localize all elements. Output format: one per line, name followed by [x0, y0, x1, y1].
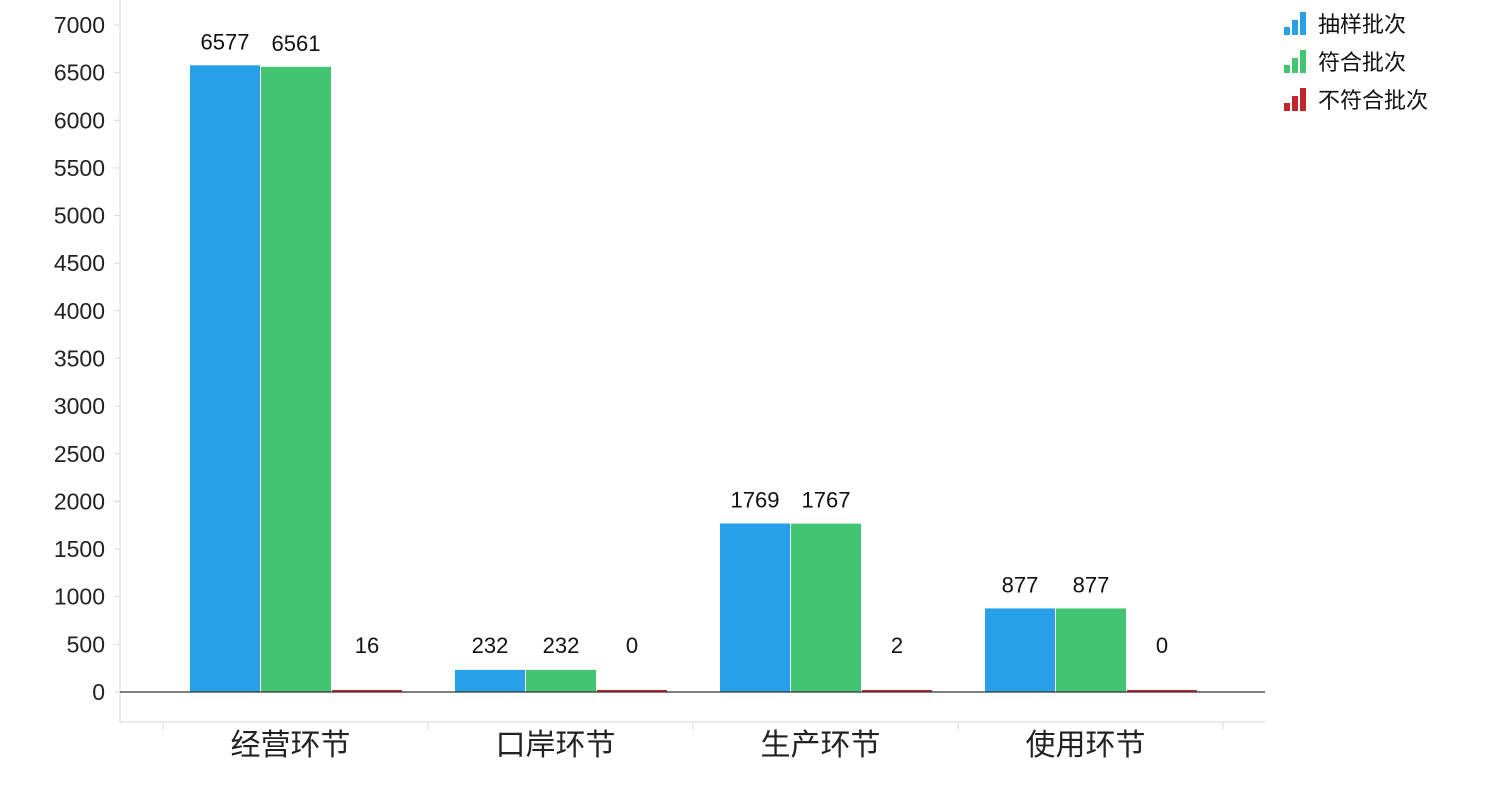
data-label: 0	[626, 633, 638, 658]
legend-label: 抽样批次	[1318, 13, 1407, 38]
data-label: 1767	[802, 488, 851, 513]
legend-label: 不符合批次	[1318, 89, 1429, 114]
bar	[862, 690, 932, 692]
bar-chart-icon	[1284, 49, 1312, 73]
bar-chart-icon	[1284, 87, 1312, 111]
y-tick-label: 2500	[54, 441, 105, 467]
data-label: 6577	[201, 29, 250, 54]
legend-item-sampled[interactable]: 抽样批次	[1284, 4, 1428, 42]
y-tick-label: 7000	[54, 12, 105, 38]
x-tick-label: 口岸环节	[496, 728, 616, 763]
data-label: 877	[1002, 572, 1039, 597]
y-tick-label: 6500	[54, 60, 105, 86]
bar-chart-icon	[1284, 11, 1312, 35]
legend-label: 符合批次	[1318, 51, 1407, 76]
y-tick-label: 5000	[54, 203, 105, 229]
bar	[1127, 690, 1197, 692]
y-tick-label: 5500	[54, 155, 105, 181]
bar	[332, 690, 402, 692]
y-tick-label: 0	[92, 679, 105, 705]
bar	[791, 523, 861, 692]
y-tick-label: 6000	[54, 107, 105, 133]
x-tick-label: 经营环节	[231, 728, 351, 763]
legend-item-noncompliant[interactable]: 不符合批次	[1284, 80, 1428, 118]
bar	[597, 690, 667, 692]
legend-item-compliant[interactable]: 符合批次	[1284, 42, 1428, 80]
legend: 抽样批次 符合批次 不符合批次	[1284, 4, 1428, 118]
y-tick-label: 3000	[54, 393, 105, 419]
bar	[455, 669, 525, 692]
data-label: 2	[891, 633, 903, 658]
y-tick-label: 1000	[54, 584, 105, 610]
bar	[526, 669, 596, 692]
y-tick-label: 2000	[54, 488, 105, 514]
data-label: 232	[543, 633, 580, 658]
x-tick-label: 生产环节	[761, 728, 881, 763]
data-label: 16	[355, 633, 379, 658]
data-label: 877	[1073, 572, 1110, 597]
data-label: 0	[1156, 633, 1168, 658]
bar	[720, 523, 790, 692]
y-tick-label: 1500	[54, 536, 105, 562]
bar	[190, 65, 260, 693]
bar	[261, 66, 331, 692]
data-label: 232	[472, 633, 509, 658]
y-tick-label: 500	[67, 631, 105, 657]
x-tick-label: 使用环节	[1026, 728, 1146, 763]
y-tick-label: 4000	[54, 298, 105, 324]
data-label: 6561	[272, 31, 321, 56]
bar	[985, 608, 1055, 692]
bar	[1056, 608, 1126, 692]
y-tick-label: 4500	[54, 250, 105, 276]
y-tick-label: 3500	[54, 346, 105, 372]
data-label: 1769	[731, 487, 780, 512]
